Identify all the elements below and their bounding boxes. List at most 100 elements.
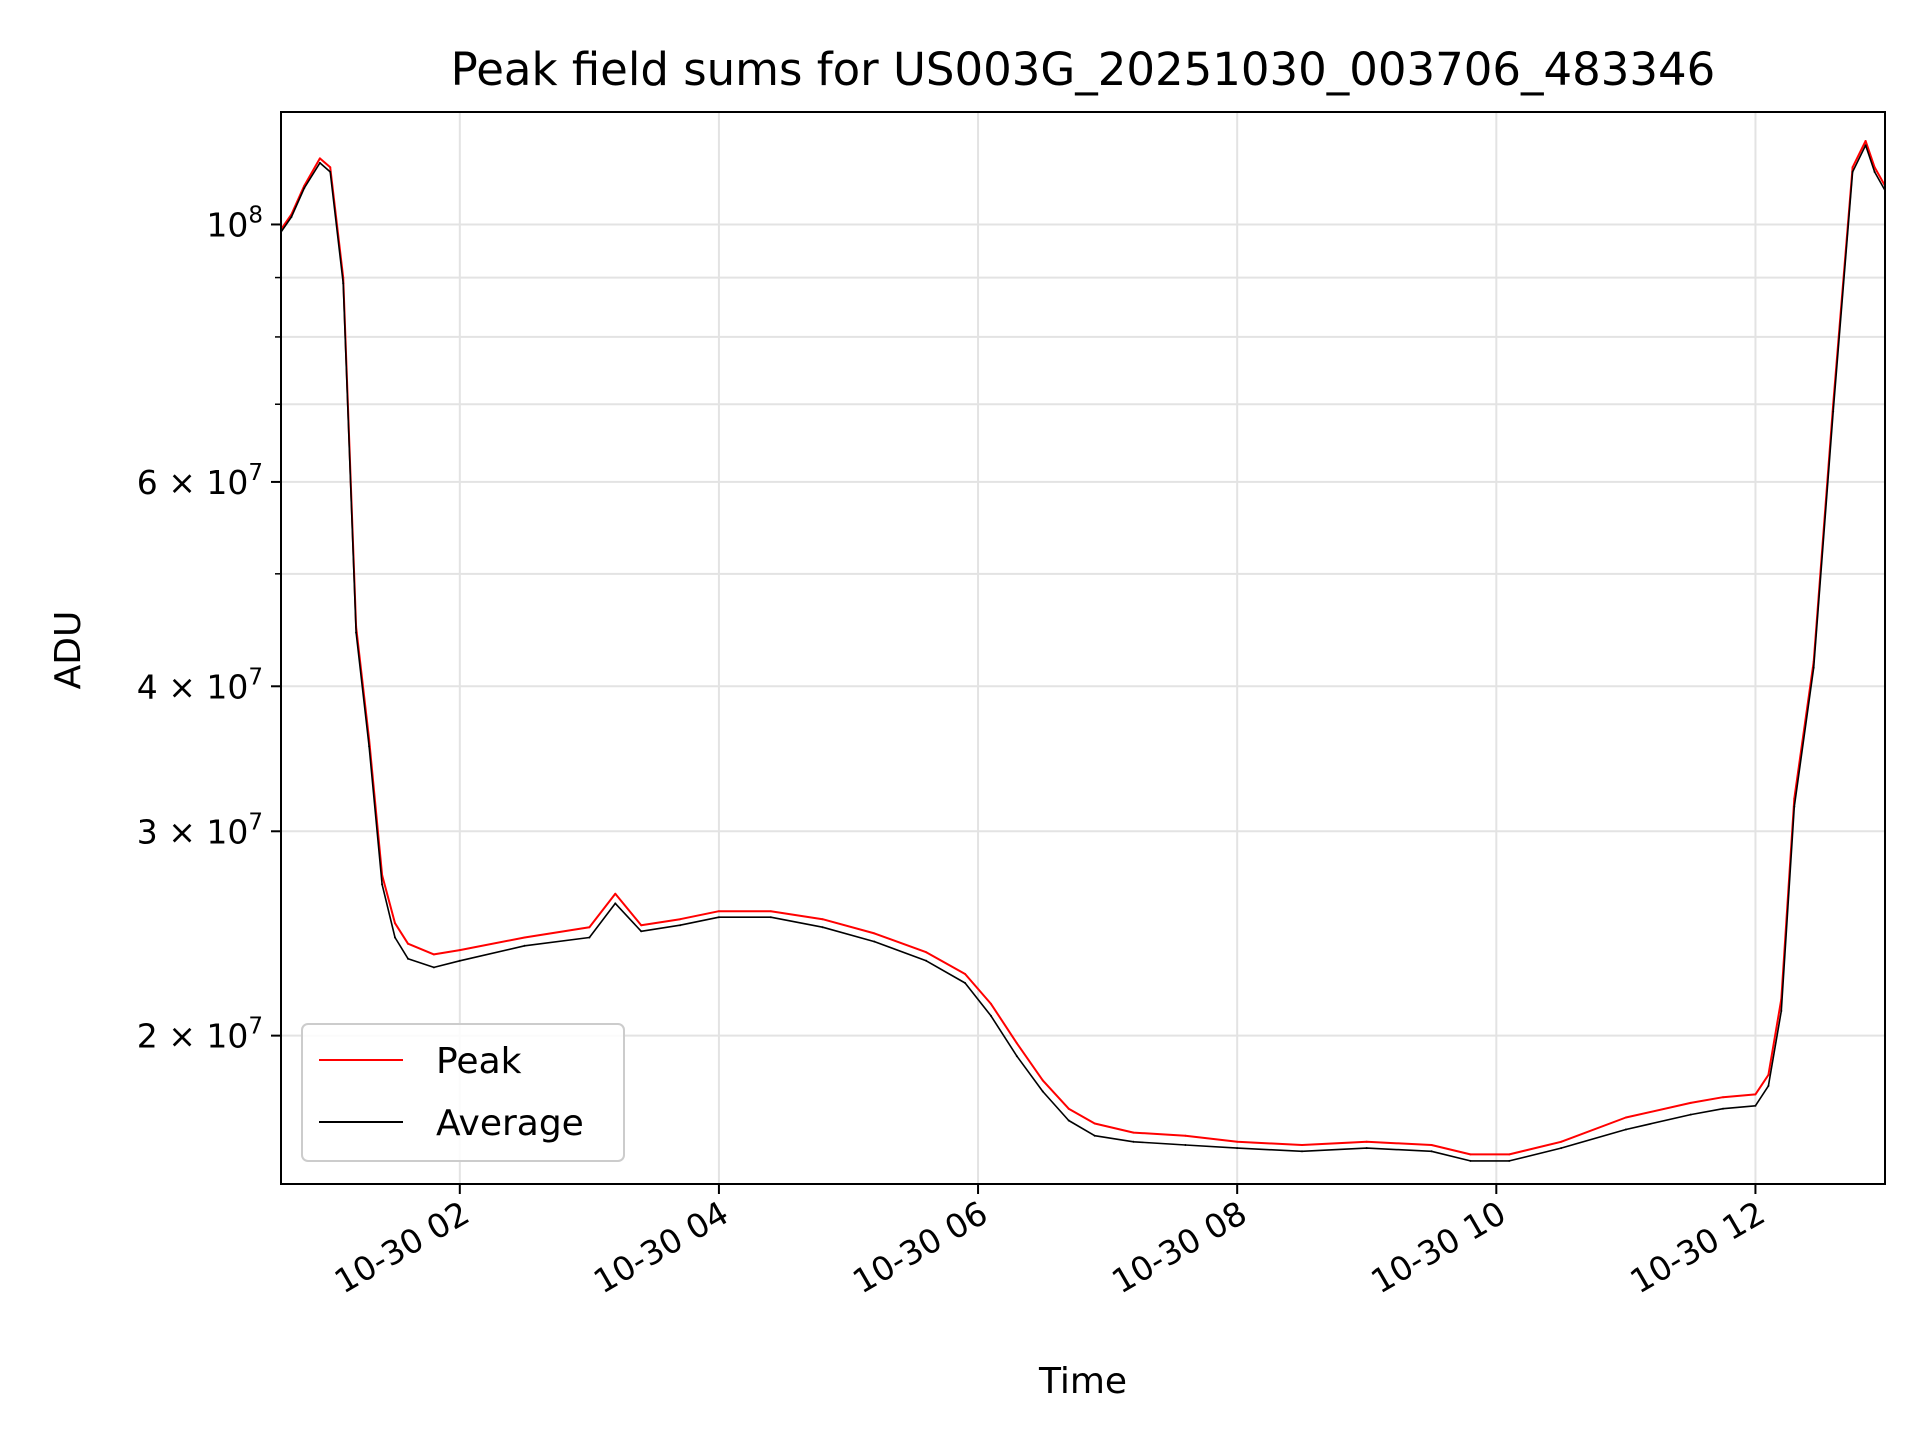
- series-peak-point: [1430, 1144, 1433, 1146]
- series-peak-point: [1015, 1042, 1018, 1045]
- series-average-point: [990, 1014, 992, 1017]
- series-average-point: [458, 959, 461, 962]
- legend-box: [301, 1023, 625, 1162]
- legend[interactable]: Peak Average: [301, 1023, 625, 1162]
- series-peak-point: [1301, 1144, 1303, 1146]
- series-peak-point: [1469, 1153, 1472, 1156]
- series-peak-point: [1689, 1101, 1692, 1104]
- series-peak-point: [1873, 166, 1876, 169]
- series-average-point: [640, 930, 643, 933]
- series-average-point: [1365, 1147, 1368, 1150]
- x-axis-label: Time: [1038, 1361, 1127, 1402]
- y-tick-label: 6 × 107: [137, 460, 263, 502]
- series-average-point: [1812, 666, 1815, 669]
- series-average-point: [873, 940, 876, 943]
- legend-average-label: Average: [436, 1103, 584, 1144]
- series-average-point: [342, 282, 345, 285]
- series-peak-point: [329, 166, 332, 169]
- series-peak-point: [1851, 166, 1854, 169]
- series-average-point: [1832, 410, 1835, 413]
- series-average-point: [368, 745, 371, 748]
- series-average-point: [303, 187, 306, 189]
- y-tick-label-exponent: 7: [248, 1014, 263, 1040]
- series-peak-point: [1236, 1140, 1239, 1143]
- series-average-point: [523, 944, 526, 947]
- series-average-point: [1689, 1113, 1692, 1116]
- series-average-point: [1041, 1090, 1044, 1093]
- series-average-point: [355, 631, 358, 634]
- series-peak-point: [407, 942, 409, 945]
- series-average-point: [1864, 144, 1867, 147]
- series-peak-point: [1560, 1140, 1563, 1143]
- series-average-point: [381, 883, 384, 886]
- series-peak-point: [1132, 1131, 1135, 1134]
- series-peak-point: [964, 973, 967, 975]
- series-peak-point: [1754, 1093, 1757, 1096]
- series-peak-point: [1184, 1134, 1187, 1137]
- y-tick-label: 2 × 107: [137, 1014, 263, 1056]
- series-average-point: [1754, 1104, 1757, 1107]
- series-layer: [280, 140, 1886, 1162]
- series-average-point: [1093, 1134, 1096, 1137]
- series-peak-point: [1864, 140, 1867, 142]
- y-tick-label-base: 6 × 10: [137, 463, 249, 502]
- y-tick-label-exponent: 7: [248, 664, 263, 690]
- series-average-point: [679, 924, 682, 927]
- series-average-point: [407, 957, 409, 960]
- chart-title: Peak field sums for US003G_20251030_0037…: [451, 43, 1716, 96]
- series-average-point: [394, 936, 396, 939]
- series-average-point: [1767, 1084, 1770, 1087]
- series-average-point: [1873, 170, 1876, 173]
- series-average-point: [1067, 1119, 1070, 1122]
- grid: [281, 112, 1885, 1184]
- series-peak-point: [614, 892, 617, 895]
- series-average-point: [318, 161, 321, 164]
- series-average-point: [1430, 1150, 1433, 1153]
- series-peak-point: [1067, 1107, 1070, 1110]
- y-tick-label-exponent: 7: [248, 809, 263, 835]
- y-tick-label: 3 × 107: [137, 809, 263, 851]
- series-peak-point: [873, 932, 876, 935]
- series-average-point: [1560, 1147, 1563, 1150]
- series-average-point: [1624, 1128, 1627, 1131]
- series-peak-point: [432, 953, 435, 956]
- y-tick-label-base: 2 × 10: [137, 1017, 249, 1056]
- series-peak-point: [1624, 1116, 1627, 1119]
- series-peak-point: [640, 924, 643, 927]
- series-average-point: [290, 216, 293, 218]
- series-average-point: [1301, 1150, 1303, 1153]
- y-axis-label: ADU: [48, 611, 89, 690]
- series-average-point: [717, 916, 720, 919]
- series-peak-point: [588, 926, 591, 929]
- y-tick-label-exponent: 8: [248, 202, 263, 228]
- series-average-point: [1793, 805, 1796, 808]
- series-average-point: [1132, 1140, 1135, 1143]
- series-average-point: [1469, 1159, 1472, 1162]
- series-average-point: [1015, 1055, 1018, 1058]
- series-peak-point: [1093, 1122, 1096, 1125]
- series-average-point: [432, 966, 435, 969]
- series-peak-point: [458, 949, 461, 952]
- series-peak-point: [523, 936, 526, 939]
- series-peak-point: [821, 918, 824, 921]
- series-average-point: [329, 170, 332, 173]
- series-average-point: [769, 916, 772, 919]
- series-average-point: [925, 959, 928, 962]
- series-peak-point: [1041, 1079, 1044, 1082]
- series-average-point: [1508, 1159, 1511, 1162]
- series-average-point: [1851, 170, 1854, 173]
- series-peak-point: [717, 910, 720, 913]
- series-peak-point: [1722, 1096, 1724, 1099]
- series-average-point: [821, 926, 824, 929]
- series-average-point: [964, 982, 967, 984]
- series-peak-point: [769, 910, 772, 913]
- series-peak-point: [925, 951, 928, 954]
- legend-peak-label: Peak: [436, 1041, 522, 1082]
- series-peak-point: [394, 922, 396, 925]
- series-average-point: [1722, 1107, 1724, 1110]
- y-tick-label: 108: [206, 202, 263, 244]
- y-tick-label-base: 4 × 10: [137, 667, 249, 706]
